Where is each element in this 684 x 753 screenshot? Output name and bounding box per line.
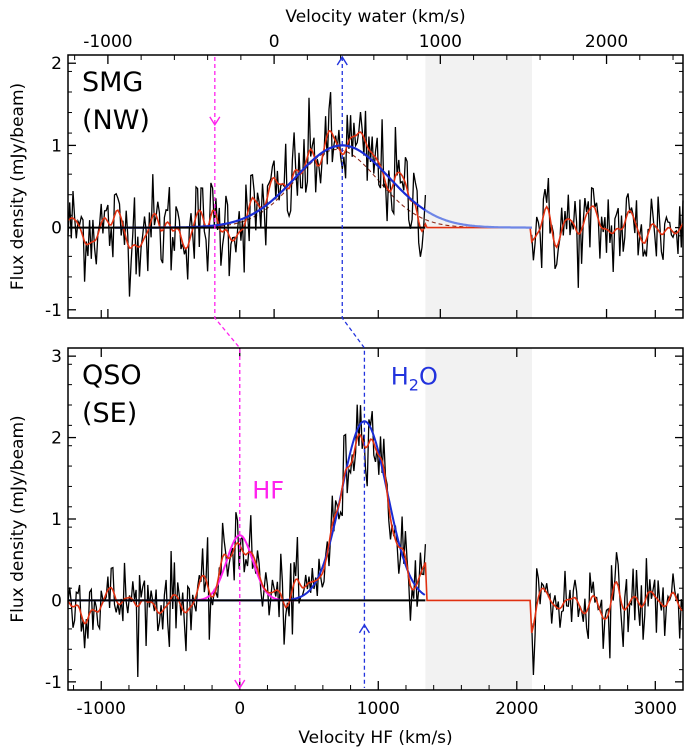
smg-panel: -1 0 1 2 -1000 0 1000 2000 SMG (NW) Flux densit… [8, 7, 684, 321]
y-tick-label: 0 [51, 219, 62, 239]
hf-fit-curve [184, 534, 296, 602]
qso-label: QSO [82, 360, 142, 391]
y-tick-label: -1 [45, 673, 62, 693]
y-tick-label: 2 [51, 54, 62, 74]
bottom-gaussian-fit [68, 420, 426, 602]
y-tick-label: 1 [51, 510, 62, 530]
x-tick-label: -1000 [77, 699, 126, 719]
bottom-y-axis-label: Flux density (mJy/beam) [8, 415, 28, 622]
line-markers [209, 55, 371, 690]
h2o-label-h: H [391, 363, 409, 391]
x-tick-label: 1000 [357, 699, 400, 719]
x-tick-label: 2000 [495, 699, 538, 719]
qso-sublabel: (SE) [82, 398, 137, 429]
x-tick-label: 0 [234, 699, 245, 719]
y-tick-label: -1 [45, 301, 62, 321]
top-spectrum-line [67, 92, 684, 297]
bottom-gap-shade [425, 348, 533, 690]
top-x-axis-label: Velocity water (km/s) [285, 7, 465, 27]
top-x-tick-label: -1000 [83, 32, 132, 52]
qso-panel: -1 0 1 2 3 -1000 0 1000 2000 3000 QSO (SE) Flux d… [8, 347, 684, 748]
top-x-tick-label: 1000 [419, 32, 462, 52]
top-gap-shade [425, 55, 533, 318]
marker-dashed-line [214, 57, 241, 688]
marker-arrow-head [358, 623, 371, 634]
smg-label: SMG [82, 67, 143, 98]
bottom-x-axis-label: Velocity HF (km/s) [298, 728, 452, 748]
h2o-line-label: H2O [391, 363, 438, 395]
y-tick-label: 3 [51, 347, 62, 367]
bottom-tick-marks: -1 0 1 2 3 -1000 0 1000 2000 3000 [45, 347, 684, 719]
top-gaussian-fit-extrapolated [424, 209, 532, 229]
marker-arrow-head [336, 55, 348, 66]
bottom-smoothed-line [67, 432, 684, 633]
marker-arrow-head [234, 679, 246, 690]
top-frame [67, 54, 684, 319]
h2o-label-subscript: 2 [409, 376, 419, 395]
h2o-label-o: O [419, 363, 438, 391]
y-tick-label: 1 [51, 136, 62, 156]
top-x-tick-label: 2000 [585, 32, 628, 52]
y-tick-label: 0 [51, 591, 62, 611]
top-x-tick-label: 0 [269, 32, 280, 52]
marker-arrow-head [209, 116, 221, 127]
hf-line-label: HF [252, 477, 284, 505]
x-tick-label: 3000 [634, 699, 677, 719]
y-tick-label: 2 [51, 429, 62, 449]
bottom-spectrum-line [67, 404, 684, 678]
top-y-axis-label: Flux density (mJy/beam) [8, 83, 28, 290]
smg-sublabel: (NW) [82, 105, 150, 136]
bottom-frame [67, 347, 684, 691]
